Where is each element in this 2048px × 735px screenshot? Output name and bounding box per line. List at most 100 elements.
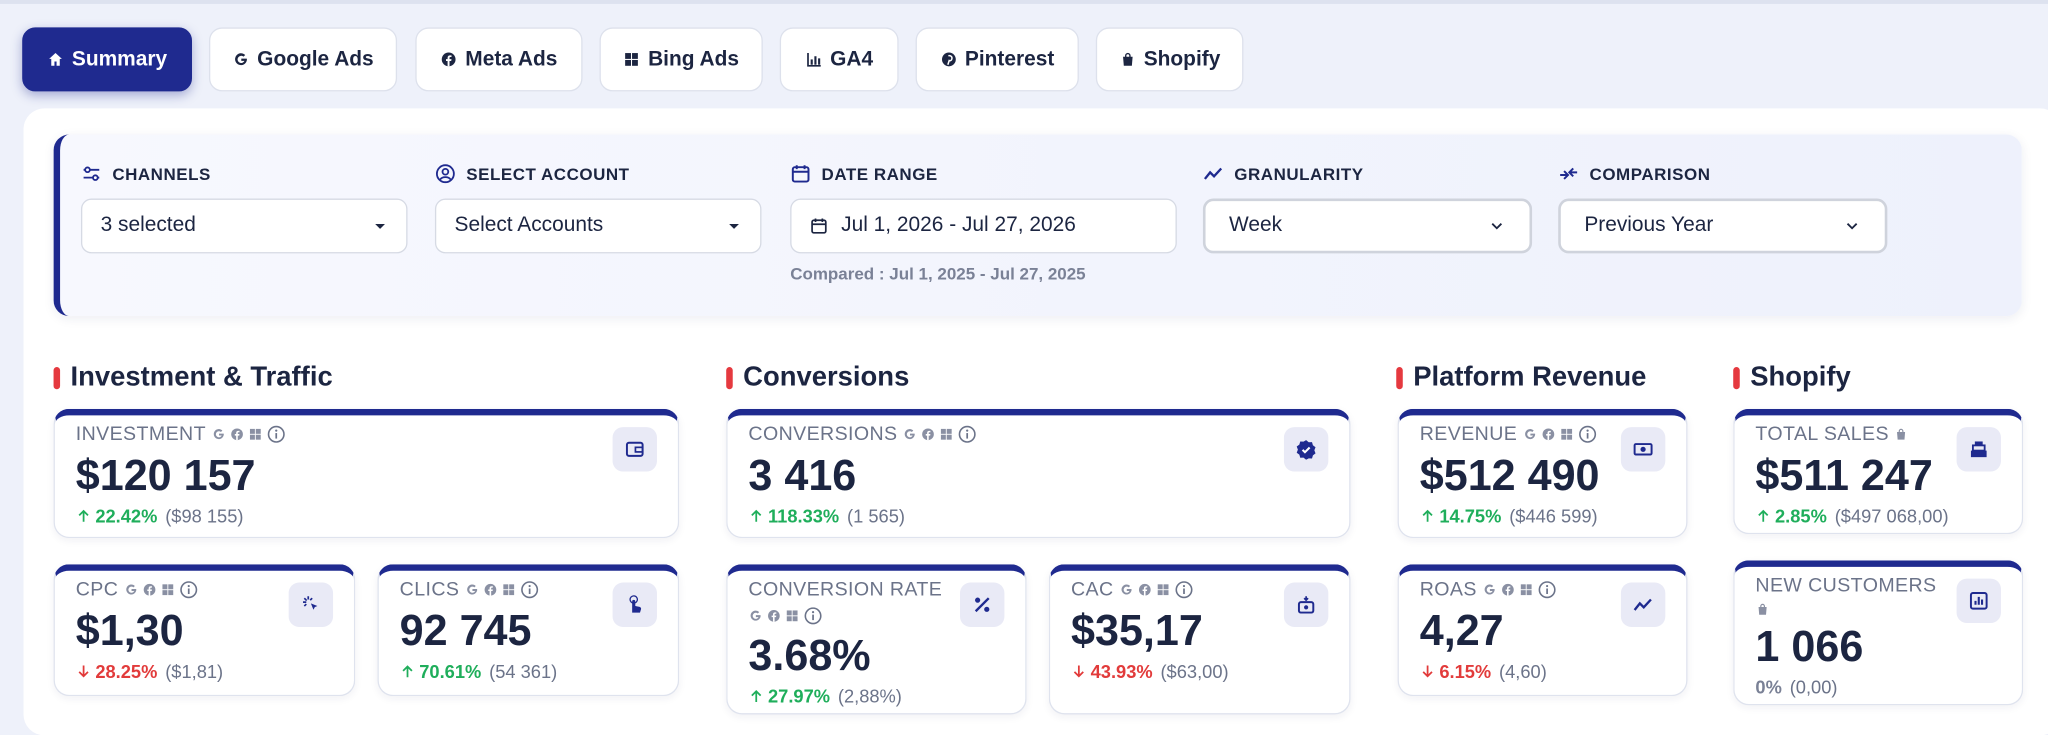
platform-icon-svg bbox=[502, 584, 514, 596]
kpi-label-text: REVENUE bbox=[1419, 423, 1518, 446]
filter-label-text: SELECT ACCOUNT bbox=[466, 163, 630, 184]
tab[interactable]: Shopify bbox=[1095, 27, 1244, 92]
icon-part bbox=[632, 53, 639, 59]
icon-part bbox=[792, 610, 798, 616]
platform-icon bbox=[1519, 583, 1533, 597]
filter-icon-svg bbox=[83, 166, 100, 181]
kpi-value: $35,17 bbox=[1071, 606, 1203, 655]
kpi-icon-glyph bbox=[1968, 439, 1989, 460]
section-title: Shopify bbox=[1733, 360, 1851, 394]
compare-note: Compared : Jul 1, 2025 - Jul 27, 2025 bbox=[790, 263, 1086, 284]
icon-part bbox=[1073, 665, 1084, 678]
kpi-change: 14.75% ($446 599) bbox=[1420, 505, 1666, 526]
filter-value: Previous Year bbox=[1584, 214, 1714, 237]
filter-input[interactable]: Week bbox=[1202, 198, 1533, 254]
previous-value: ($497 068,00) bbox=[1834, 505, 1949, 527]
section-title-text: Conversions bbox=[743, 361, 910, 392]
platform-icons bbox=[1755, 602, 1769, 616]
previous-value: ($63,00) bbox=[1160, 660, 1229, 682]
platform-icons bbox=[211, 424, 285, 444]
icon-part bbox=[167, 584, 173, 590]
platform-icon-svg bbox=[1578, 425, 1596, 443]
icon-part bbox=[904, 429, 915, 440]
kpi-icon-glyph bbox=[624, 439, 645, 460]
tab[interactable]: Meta Ads bbox=[415, 27, 583, 92]
icon-part bbox=[974, 597, 990, 613]
icon-part bbox=[1162, 584, 1168, 590]
icon-part bbox=[146, 586, 152, 596]
section-marker bbox=[1733, 366, 1740, 389]
icon-part bbox=[528, 588, 531, 594]
icon-part bbox=[1586, 433, 1588, 439]
filter-value: Week bbox=[1229, 214, 1283, 237]
platform-icons bbox=[748, 606, 822, 626]
icon-part bbox=[1203, 167, 1223, 180]
icon-part bbox=[1566, 428, 1572, 434]
tab[interactable]: Bing Ads bbox=[599, 27, 763, 92]
platform-icon-svg bbox=[179, 581, 197, 599]
tab[interactable]: Pinterest bbox=[915, 27, 1079, 92]
filter-icon-svg bbox=[1560, 167, 1578, 180]
platform-icon bbox=[1155, 583, 1169, 597]
icon-part bbox=[508, 590, 514, 596]
icon-part bbox=[255, 434, 261, 440]
icon-part bbox=[1520, 584, 1526, 590]
kpi-value: $511 247 bbox=[1755, 450, 1933, 499]
platform-icon bbox=[142, 583, 156, 597]
platform-icon bbox=[1894, 427, 1908, 441]
kpi-icon-glyph-svg bbox=[625, 441, 644, 457]
trend-arrow-svg bbox=[402, 665, 413, 678]
icon-part bbox=[751, 509, 762, 522]
icon-part bbox=[1760, 603, 1765, 608]
trend-arrow bbox=[76, 664, 92, 680]
icon-part bbox=[1491, 223, 1503, 230]
icon-part bbox=[812, 614, 814, 621]
kpi-icon bbox=[1956, 427, 2001, 472]
platform-icon-svg bbox=[1484, 584, 1495, 595]
previous-value: (0,00) bbox=[1789, 676, 1838, 698]
kpi-label-text: CONVERSION RATE bbox=[748, 578, 943, 601]
icon-part bbox=[806, 53, 821, 67]
kpi-icon-glyph bbox=[624, 594, 645, 615]
kpi-icon-glyph-svg bbox=[1969, 591, 1988, 610]
filter-input[interactable]: Jul 1, 2026 - Jul 27, 2026 bbox=[790, 198, 1177, 254]
platform-icon bbox=[1137, 583, 1151, 597]
tab[interactable]: Summary bbox=[22, 27, 192, 92]
icon-part bbox=[439, 176, 452, 181]
filter-input[interactable]: Previous Year bbox=[1558, 198, 1888, 254]
platform-icon bbox=[519, 580, 539, 600]
filter-input[interactable]: Select Accounts bbox=[434, 198, 762, 254]
icon-part bbox=[267, 425, 285, 443]
kpi-icon bbox=[1956, 578, 2001, 624]
icon-part bbox=[792, 165, 809, 173]
icon-part bbox=[1422, 665, 1433, 678]
icon-part bbox=[187, 588, 190, 594]
tab-label: Pinterest bbox=[964, 47, 1055, 70]
kpi-value: $1,30 bbox=[75, 606, 184, 655]
filter-icon bbox=[1203, 163, 1224, 184]
filter-label-text: COMPARISON bbox=[1589, 163, 1711, 184]
previous-value: (54 361) bbox=[489, 660, 558, 682]
change-percent: 43.93% bbox=[1090, 660, 1153, 682]
kpi-icon bbox=[288, 582, 334, 627]
icon-part bbox=[1560, 167, 1578, 180]
kpi-card: CLICS 92 745 70.61% (54 361) bbox=[377, 564, 680, 697]
tab[interactable]: GA4 bbox=[779, 27, 899, 92]
dropdown-chevron-svg bbox=[1491, 223, 1503, 230]
platform-icon bbox=[501, 583, 515, 597]
icon-part bbox=[751, 690, 762, 703]
platform-icon bbox=[939, 427, 953, 441]
platform-icon-svg bbox=[249, 428, 261, 440]
platform-icon bbox=[211, 427, 225, 441]
dropdown-caret-svg bbox=[375, 223, 385, 229]
kpi-change: 27.97% (2,88%) bbox=[748, 686, 1004, 707]
icon-part bbox=[625, 59, 632, 66]
icon-part bbox=[84, 166, 91, 174]
icon-part bbox=[125, 584, 136, 595]
icon-part bbox=[1301, 446, 1311, 454]
filter-input[interactable]: 3 selected bbox=[80, 198, 408, 254]
section-title: Investment & Traffic bbox=[53, 360, 333, 394]
tab[interactable]: Google Ads bbox=[208, 27, 398, 92]
kpi-icon bbox=[1283, 582, 1329, 627]
